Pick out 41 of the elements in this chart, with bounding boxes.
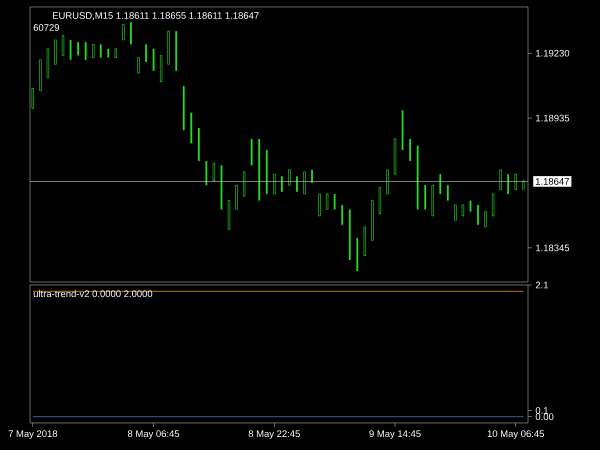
x-tick-label: 9 May 14:45 [369, 430, 421, 439]
candlestick [152, 48, 154, 72]
candlestick [303, 172, 306, 194]
candlestick [318, 194, 321, 216]
candlestick [514, 174, 517, 190]
chart-title: ultra-trend-v2 0.0000 2.0000 [34, 290, 152, 298]
candlestick [84, 42, 87, 60]
candlestick [145, 44, 147, 62]
x-tick-label: 10 May 06:45 [488, 430, 544, 439]
candlestick [77, 42, 80, 56]
candlestick [522, 179, 524, 190]
y-tick-label: 0.1 [536, 407, 548, 414]
y-tick-label: 1.18935 [536, 114, 570, 122]
x-tick-label: 8 May 06:45 [128, 430, 180, 439]
candlestick [273, 174, 276, 194]
candlestick [409, 138, 412, 161]
candlestick [62, 35, 64, 56]
candlestick [492, 194, 494, 216]
candlestick [130, 22, 132, 45]
y-tick-label: 2.1 [536, 282, 548, 288]
y-tick-label: 0.00 [536, 413, 554, 420]
text: 60729 [34, 24, 60, 31]
candlestick [122, 24, 125, 40]
candlestick [32, 88, 34, 108]
candlestick [137, 57, 140, 74]
candlestick [92, 44, 94, 58]
ref-line-label: 1.18647 [536, 178, 569, 185]
candlestick [484, 211, 487, 228]
candlestick [288, 169, 291, 186]
candlestick [462, 204, 464, 216]
chart-title: EURUSD,M15 1.18611 1.18655 1.18611 1.18647 [52, 12, 259, 20]
candlestick [70, 40, 72, 60]
candlestick [326, 194, 328, 210]
y-tick-label: 1.19230 [536, 50, 570, 57]
candlestick [499, 169, 502, 190]
x-tick-label: 8 May 22:45 [248, 430, 300, 439]
x-tick-label: 7 May 2018 [8, 430, 58, 439]
candlestick [477, 204, 479, 226]
candlestick [212, 162, 216, 182]
candlestick [454, 204, 457, 221]
y-tick-label: 1.18345 [536, 244, 570, 252]
